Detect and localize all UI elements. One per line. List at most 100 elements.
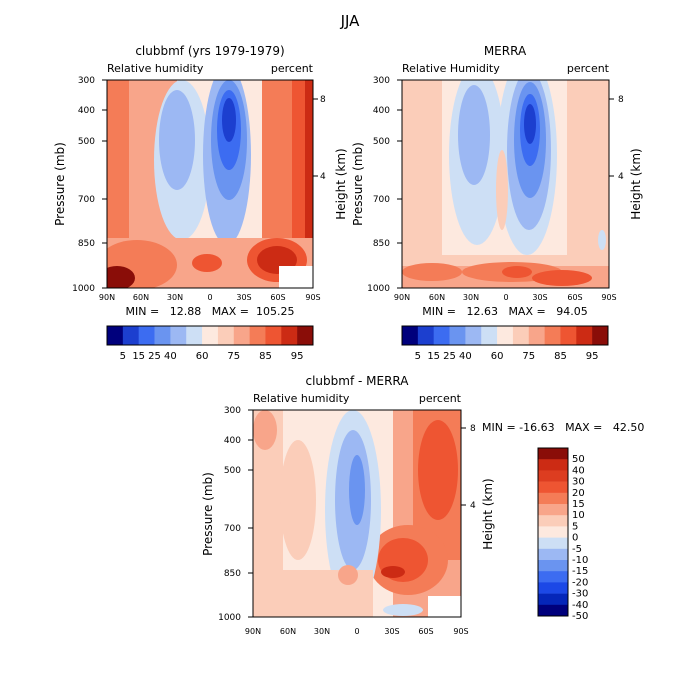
panel-right-label: percent: [419, 392, 462, 405]
y-axis: 300 400 500 700 850 1000: [72, 76, 95, 294]
colorbar-tick-label: 50: [572, 454, 585, 465]
y-ticks: [397, 79, 402, 289]
colorbar-swatch: [538, 448, 568, 460]
y-tick-label: 700: [224, 524, 241, 534]
colorbar-tick-label: -10: [572, 555, 588, 566]
panel-left-label: Relative humidity: [107, 62, 204, 75]
colorbar-swatch: [538, 481, 568, 494]
x-axis: 90N 60N 30N 0 30S 60S 90S: [245, 627, 469, 636]
stats-text: MIN = 12.88 MAX = 105.25: [126, 305, 295, 318]
colorbar-swatch: [497, 326, 514, 345]
y-tick-label: 400: [373, 106, 390, 116]
y-tick-label: 1000: [367, 284, 390, 294]
panel-merra: MERRA Relative Humidity percent: [351, 44, 643, 362]
colorbar-swatch: [402, 326, 419, 345]
x-tick-label: 30N: [463, 293, 479, 302]
y-ticks: [102, 79, 107, 289]
panel-clubbmf: clubbmf (yrs 1979-1979) Relative humidit…: [53, 44, 348, 362]
colorbar-swatch: [538, 537, 568, 550]
colorbar-tick-label: 25: [443, 351, 456, 362]
colorbar-swatch: [138, 326, 155, 345]
colorbar-tick-label: -20: [572, 577, 588, 588]
stats-text: MIN = 12.63 MAX = 94.05: [422, 305, 587, 318]
y-tick-label: 400: [224, 436, 241, 446]
colorbar: 5 15 25 40 60 75 85 95: [401, 325, 609, 362]
x-tick-label: 0: [207, 293, 212, 302]
colorbar-swatch: [538, 459, 568, 471]
plot-frame: [252, 409, 462, 618]
stats-text: MIN = -16.63 MAX = 42.50: [482, 421, 644, 434]
y2-tick-label: 4: [470, 501, 476, 511]
x-tick-label: 60S: [567, 293, 582, 302]
y-tick-label: 1000: [72, 284, 95, 294]
colorbar-swatch: [538, 560, 568, 572]
colorbar-tick-label: -30: [572, 589, 588, 600]
y-tick-label: 850: [224, 569, 241, 579]
colorbar-swatch: [449, 326, 466, 345]
colorbar-tick-label: 5: [572, 521, 578, 532]
colorbar-swatch: [481, 326, 498, 345]
x-tick-label: 30S: [236, 293, 251, 302]
y-tick-label: 400: [78, 106, 95, 116]
colorbar-swatch: [538, 593, 568, 606]
y-tick-label: 300: [373, 76, 390, 86]
contour-field: [253, 410, 461, 617]
x-tick-label: 30N: [314, 627, 330, 636]
colorbar-swatch: [538, 470, 568, 482]
panel-difference: clubbmf - MERRA Relative humidity percen…: [201, 374, 644, 636]
figure-title: JJA: [340, 12, 361, 30]
colorbar-swatch: [202, 326, 219, 345]
colorbar-swatch: [265, 326, 282, 345]
y2-axis-label: Height (km): [481, 478, 495, 549]
colorbar-tick-label: 0: [572, 533, 578, 544]
panel-right-label: percent: [271, 62, 314, 75]
x-tick-label: 90N: [245, 627, 261, 636]
colorbar-tick-label: 95: [586, 351, 599, 362]
colorbar-swatch: [538, 492, 568, 505]
colorbar-tick-label: 15: [427, 351, 440, 362]
colorbar-tick-label: -15: [572, 566, 588, 577]
panel-title: clubbmf - MERRA: [306, 374, 410, 388]
x-tick-label: 90S: [305, 293, 320, 302]
colorbar-swatch: [186, 326, 203, 345]
colorbar-frame: [537, 447, 569, 617]
colorbar-tick-label: 10: [572, 510, 585, 521]
plot-frame: [401, 79, 610, 289]
x-tick-label: 30S: [532, 293, 547, 302]
colorbar-tick-label: 25: [148, 351, 161, 362]
y-axis-label: Pressure (mb): [53, 142, 67, 226]
colorbar-tick-label: 15: [572, 499, 585, 510]
y2-tick-label: 4: [618, 172, 624, 182]
y2-axis: 8 4: [313, 95, 326, 182]
colorbar-swatch: [528, 326, 545, 345]
colorbar-tick-label: 5: [415, 351, 421, 362]
panel-right-label: percent: [567, 62, 610, 75]
y-tick-label: 500: [373, 137, 390, 147]
x-tick-label: 0: [503, 293, 508, 302]
colorbar-tick-label: 40: [572, 465, 585, 476]
colorbar-swatch: [592, 326, 609, 345]
y-tick-label: 500: [224, 466, 241, 476]
colorbar-tick-label: 30: [572, 477, 585, 488]
colorbar-tick-label: -50: [572, 611, 588, 622]
x-tick-label: 90N: [99, 293, 115, 302]
colorbar-swatch: [560, 326, 577, 345]
y-tick-label: 300: [224, 406, 241, 416]
colorbar-tick-label: 75: [522, 351, 535, 362]
colorbar-swatch: [281, 326, 298, 345]
panel-title: MERRA: [484, 44, 527, 58]
x-tick-label: 30S: [384, 627, 399, 636]
y-tick-label: 300: [78, 76, 95, 86]
colorbar: 5 15 25 40 60 75 85 95: [106, 325, 314, 362]
panel-left-label: Relative humidity: [253, 392, 350, 405]
plot-frame: [106, 79, 314, 289]
x-tick-label: 60S: [270, 293, 285, 302]
colorbar-tick-label: 40: [164, 351, 177, 362]
colorbar-swatch: [465, 326, 482, 345]
colorbar-swatch: [544, 326, 561, 345]
colorbar-tick-label: 40: [459, 351, 472, 362]
x-axis: 90N 60N 30N 0 30S 60S 90S: [99, 293, 321, 302]
colorbar-tick-label: 20: [572, 488, 585, 499]
colorbar-swatch: [538, 515, 568, 527]
